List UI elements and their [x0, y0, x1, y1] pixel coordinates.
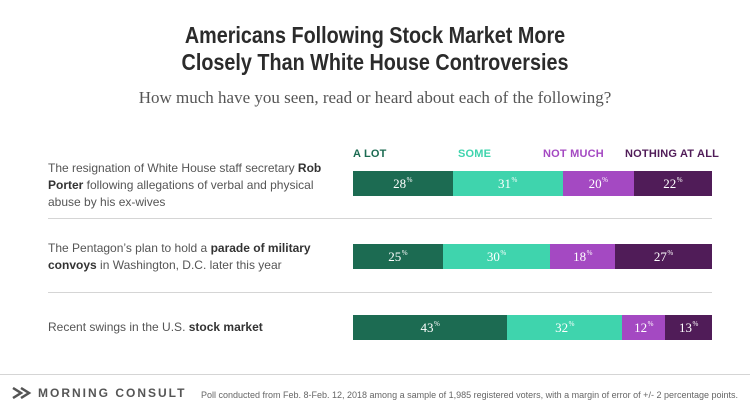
chart-title-line-2: Closely Than White House Controversies	[181, 49, 569, 75]
stacked-bar: 25% 30% 18% 27%	[353, 244, 712, 269]
bar-segment: 22%	[633, 171, 712, 196]
legend-item: A LOT	[353, 148, 387, 160]
bar-segment: 43%	[353, 315, 508, 340]
bar-segment: 27%	[615, 244, 712, 269]
data-label: 30%	[486, 248, 507, 264]
footer-note: Poll conducted from Feb. 8-Feb. 12, 2018…	[200, 390, 738, 400]
legend-item: SOME	[458, 148, 492, 160]
row-divider	[48, 292, 712, 293]
chart-subtitle: How much have you seen, read or heard ab…	[138, 88, 612, 107]
footer-divider	[0, 374, 750, 375]
bar-segment: 25%	[353, 244, 443, 269]
data-label: 31%	[497, 175, 518, 191]
logo-text: MORNING CONSULT	[38, 386, 187, 400]
data-label: 32%	[555, 319, 575, 335]
bar-segment: 12%	[622, 315, 666, 340]
data-label: 22%	[663, 175, 683, 191]
legend-item: NOTHING AT ALL	[625, 148, 720, 160]
chart-title-line-1: Americans Following Stock Market More	[184, 22, 566, 48]
morning-consult-logo: MORNING CONSULT	[12, 386, 186, 400]
stacked-bar: 28% 31% 20% 22%	[353, 171, 712, 196]
legend-item: NOT MUCH	[543, 148, 604, 160]
bar-segment: 18%	[550, 244, 616, 269]
data-label: 25%	[388, 248, 408, 264]
bar-segment: 30%	[442, 244, 551, 269]
bar-segment: 32%	[507, 315, 623, 340]
data-label: 28%	[393, 175, 413, 191]
chevron-logo-icon	[12, 387, 32, 399]
row-divider	[48, 218, 712, 219]
data-label: 13%	[678, 319, 699, 335]
data-label: 18%	[573, 248, 593, 264]
bar-segment: 20%	[562, 171, 634, 196]
data-label: 12%	[634, 319, 654, 335]
data-label: 43%	[420, 319, 440, 335]
data-label: 27%	[653, 248, 674, 264]
stacked-bar: 43% 32% 12% 13%	[353, 315, 712, 340]
bar-segment: 31%	[452, 171, 563, 196]
bar-segment: 28%	[353, 171, 453, 196]
row-label: The resignation of White House staff sec…	[48, 161, 322, 209]
row-label: Recent swings in the U.S. stock market	[48, 320, 263, 334]
data-label: 20%	[588, 175, 608, 191]
row-label: The Pentagon’s plan to hold a parade of …	[48, 241, 311, 272]
bar-segment: 13%	[665, 315, 712, 340]
